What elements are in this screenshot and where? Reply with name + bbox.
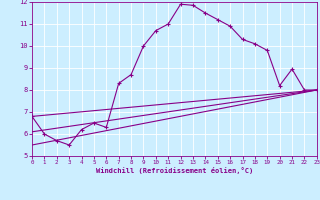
X-axis label: Windchill (Refroidissement éolien,°C): Windchill (Refroidissement éolien,°C) [96, 167, 253, 174]
